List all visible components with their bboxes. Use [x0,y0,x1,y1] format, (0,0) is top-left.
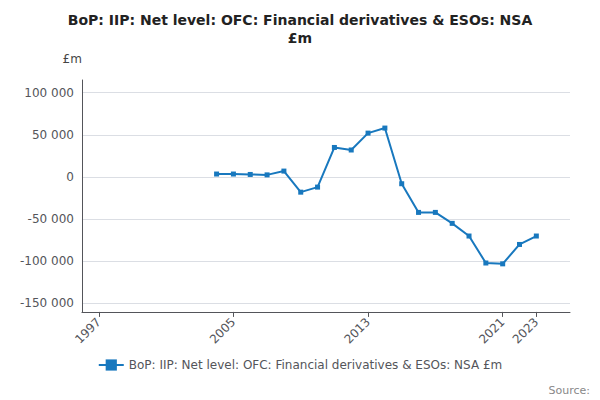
svg-text:BoP: IIP: Net level: OFC: Fina: BoP: IIP: Net level: OFC: Financial deri… [129,358,502,372]
svg-text:0: 0 [66,170,74,184]
svg-text:100 000: 100 000 [24,86,74,100]
svg-text:2023: 2023 [510,315,541,346]
svg-text:2005: 2005 [207,315,238,346]
svg-text:£m: £m [288,30,312,46]
svg-text:£m: £m [63,52,82,66]
svg-text:-150 000: -150 000 [20,296,74,310]
svg-text:BoP: IIP: Net level: OFC: Fina: BoP: IIP: Net level: OFC: Financial deri… [68,12,533,28]
svg-text:-50 000: -50 000 [28,212,74,226]
svg-text:50 000: 50 000 [32,128,74,142]
svg-text:2021: 2021 [476,315,507,346]
svg-text:2013: 2013 [342,315,373,346]
svg-text:Source:: Source: [549,384,591,397]
svg-text:-100 000: -100 000 [20,254,74,268]
svg-text:1997: 1997 [72,315,103,346]
